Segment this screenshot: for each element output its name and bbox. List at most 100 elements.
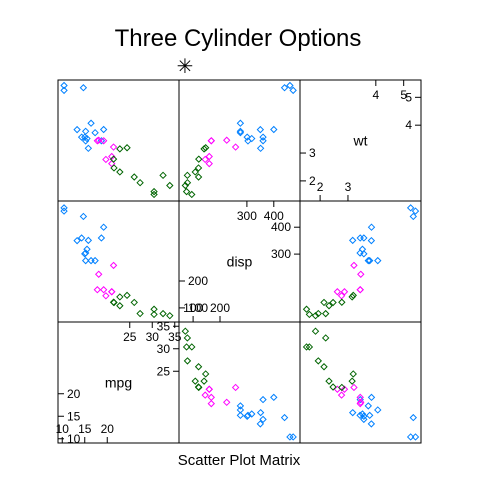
- data-point-cyl4: [302, 305, 311, 313]
- tick-label: 100: [183, 301, 203, 315]
- data-point-cyl6: [207, 399, 215, 408]
- panel-wt-vs-wt: wt 4 4 55 22 3 3: [299, 79, 422, 202]
- data-point-cyl6: [350, 261, 358, 270]
- tick-label: 20: [101, 422, 115, 436]
- data-point-cyl8: [280, 413, 289, 422]
- data-point-cyl4: [188, 190, 196, 199]
- data-point-cyl4: [314, 309, 323, 318]
- tick-label: 30: [157, 342, 171, 356]
- data-point-cyl4: [194, 164, 203, 172]
- data-point-cyl4: [150, 190, 158, 199]
- data-point-cyl8: [364, 256, 373, 265]
- data-point-cyl4: [191, 377, 199, 385]
- data-point-cyl8: [91, 128, 99, 137]
- data-point-cyl4: [116, 168, 124, 176]
- panel-border: [299, 321, 422, 444]
- data-point-cyl8: [365, 256, 374, 265]
- data-point-cyl6: [207, 393, 215, 402]
- data-point-cyl4: [183, 171, 192, 180]
- data-point-cyl8: [256, 144, 265, 153]
- data-point-cyl4: [123, 144, 131, 152]
- data-point-cyl4: [183, 334, 192, 342]
- data-point-cyl4: [311, 311, 320, 320]
- data-point-cyl8: [280, 84, 289, 92]
- tick-label: 400: [271, 220, 291, 234]
- data-point-cyl6: [357, 398, 365, 407]
- data-point-cyl8: [81, 250, 89, 258]
- data-point-cyl8: [348, 408, 357, 417]
- panel-disp-vs-mpg: [57, 200, 180, 323]
- data-point-cyl6: [108, 288, 116, 296]
- data-point-cyl4: [130, 173, 138, 181]
- data-point-cyl8: [60, 81, 68, 90]
- data-point-cyl4: [110, 164, 118, 172]
- variable-label-wt: wt: [353, 133, 368, 149]
- data-point-cyl6: [102, 155, 110, 164]
- data-point-cyl4: [159, 171, 167, 180]
- data-point-cyl4: [188, 343, 196, 351]
- data-point-cyl8: [289, 86, 297, 95]
- data-point-cyl8: [77, 133, 86, 141]
- tick-label: 5: [400, 88, 407, 102]
- tick-label: 5: [405, 90, 412, 104]
- data-point-cyl4: [183, 357, 192, 365]
- data-point-cyl6: [94, 270, 103, 278]
- data-point-cyl8: [73, 236, 81, 245]
- data-point-cyl6: [337, 292, 346, 300]
- data-point-cyl4: [314, 357, 323, 365]
- panel-disp-vs-wt: [299, 200, 422, 323]
- data-point-cyl6: [205, 385, 213, 393]
- data-point-cyl4: [348, 293, 356, 301]
- data-point-cyl8: [367, 393, 376, 402]
- tick-label: 25: [157, 364, 171, 378]
- data-point-cyl8: [60, 207, 68, 215]
- data-point-cyl8: [348, 236, 357, 245]
- data-point-cyl8: [84, 236, 93, 245]
- data-point-cyl8: [411, 207, 420, 215]
- tick-label: 25: [123, 330, 137, 344]
- data-point-cyl4: [195, 155, 203, 163]
- data-point-cyl8: [360, 250, 368, 258]
- data-point-cyl8: [367, 236, 376, 245]
- data-point-cyl8: [360, 415, 368, 424]
- data-point-cyl8: [91, 256, 99, 265]
- tick-label: 10: [56, 422, 70, 436]
- tick-label: 300: [237, 209, 257, 223]
- data-point-cyl8: [99, 125, 108, 134]
- data-point-cyl4: [116, 293, 124, 301]
- data-point-cyl8: [81, 127, 90, 136]
- data-point-cyl4: [191, 168, 199, 176]
- data-point-cyl8: [236, 127, 245, 136]
- data-point-cyl8: [374, 406, 382, 414]
- data-point-cyl8: [236, 411, 245, 420]
- data-point-cyl4: [116, 302, 124, 310]
- data-point-cyl8: [236, 402, 245, 410]
- data-point-cyl4: [195, 383, 203, 392]
- data-point-cyl8: [360, 234, 368, 242]
- data-point-cyl8: [270, 125, 278, 134]
- panel-border: [299, 200, 422, 323]
- data-point-cyl4: [321, 309, 330, 318]
- panel-border: [57, 79, 180, 202]
- panel-wt-vs-mpg: [57, 79, 180, 202]
- tick-label: 100: [188, 301, 208, 315]
- chart-caption: Scatter Plot Matrix: [178, 452, 301, 469]
- data-point-cyl8: [367, 223, 376, 231]
- data-point-cyl8: [409, 413, 417, 422]
- data-point-cyl8: [411, 433, 420, 441]
- data-point-cyl6: [231, 143, 240, 151]
- data-point-cyl8: [83, 134, 91, 143]
- data-point-cyl4: [320, 363, 328, 371]
- data-point-cyl8: [77, 234, 86, 242]
- data-point-cyl6: [207, 137, 215, 145]
- data-point-cyl8: [256, 125, 265, 134]
- variable-label-mpg: mpg: [105, 375, 132, 391]
- data-point-cyl4: [182, 187, 191, 196]
- data-point-cyl6: [108, 288, 116, 296]
- tick-label: 4: [372, 88, 379, 102]
- data-point-cyl8: [97, 234, 106, 242]
- data-point-cyl4: [329, 383, 337, 391]
- data-point-cyl6: [356, 286, 364, 294]
- data-point-cyl4: [116, 145, 124, 153]
